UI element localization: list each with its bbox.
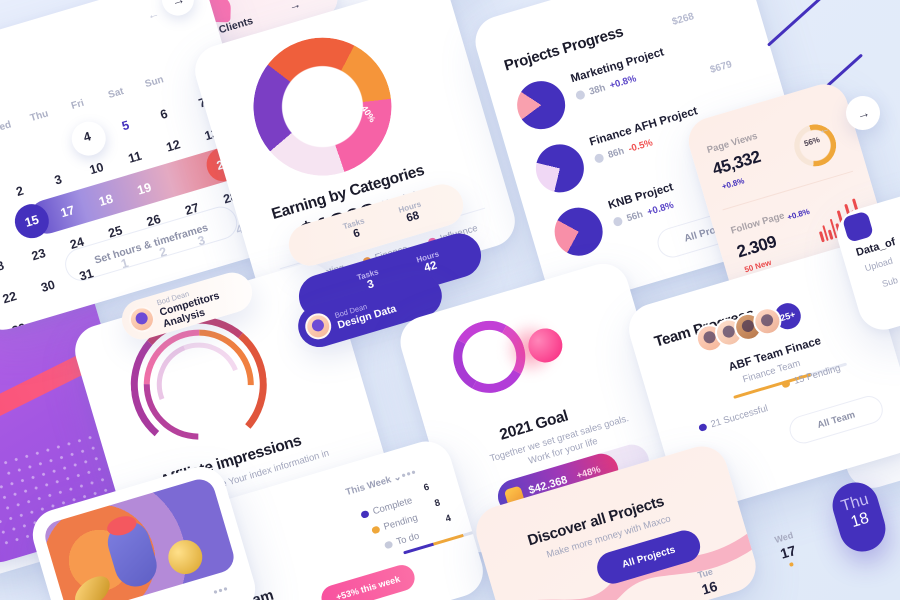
this-week-label: This Week: [344, 474, 393, 499]
legend-dot-icon: [360, 509, 370, 520]
clock-icon: [612, 216, 624, 228]
legend-label: 21 Successful: [709, 402, 770, 431]
legend-label: Pending: [382, 512, 420, 533]
follow-page-value: 2.309: [734, 231, 779, 262]
discover-projects-card: Discover all Projects Make more money wi…: [470, 440, 762, 600]
more-options-icon[interactable]: •••: [211, 581, 231, 600]
this-week-dropdown[interactable]: This Week ⌄: [345, 471, 403, 498]
tasks-stat: Tasks 6: [342, 216, 369, 242]
day-date: 17: [778, 542, 798, 562]
project-hours: 38h: [587, 82, 607, 98]
hours-stat: Hours 68: [398, 200, 426, 227]
all-team-button[interactable]: All Team: [786, 392, 887, 447]
thumb-shape: [164, 535, 207, 579]
project-pie-chart: [548, 201, 609, 262]
event-dot: [789, 561, 795, 567]
decorative-wave: [483, 523, 762, 600]
day-cell-thu-selected[interactable]: Thu 18: [827, 476, 891, 558]
thumb-shape: [69, 570, 116, 600]
legend-item-successful: 21 Successful: [697, 403, 769, 434]
project-hours: 56h: [625, 209, 645, 225]
hours-stat: Hours 42: [415, 249, 443, 276]
legend-dot-icon: [697, 422, 708, 433]
weekly-change-badge: +53% this week: [318, 561, 418, 600]
legend-value: 8: [433, 497, 442, 510]
project-pie-chart: [530, 138, 590, 199]
avatar: [302, 310, 335, 343]
clock-icon: [574, 89, 586, 101]
legend-dot-icon: [370, 525, 381, 535]
page-views-delta: +0.8%: [720, 176, 746, 192]
calendar-prev-icon[interactable]: ←: [145, 5, 161, 23]
assignee-info: Bod Dean Design Data: [333, 294, 397, 331]
folder-icon: [841, 210, 875, 243]
legend-value: 6: [422, 481, 431, 494]
project-hours: 86h: [606, 145, 626, 161]
data-card-line2: Sub: [880, 274, 900, 290]
earning-donut-chart: [236, 20, 409, 193]
follow-page-delta: +0.8%: [786, 206, 811, 223]
clock-icon: [593, 152, 605, 164]
avatar: [125, 303, 159, 336]
follow-page-label: Follow Page: [729, 210, 786, 237]
data-card-line1: Upload: [863, 255, 894, 274]
sparkline-segment: [766, 0, 833, 47]
project-delta: +0.8%: [608, 73, 638, 92]
legend-dot-icon: [781, 379, 791, 389]
arrow-right-icon[interactable]: →: [286, 0, 303, 14]
legend-label: To do: [395, 530, 421, 548]
legend-value: 4: [444, 512, 453, 525]
project-pie-chart: [511, 75, 571, 135]
project-delta: +0.8%: [645, 199, 676, 219]
legend-dot-icon: [383, 540, 394, 550]
project-delta: -0.5%: [627, 137, 655, 155]
day-cell-wed[interactable]: Wed 17: [773, 530, 801, 569]
calendar-next-button[interactable]: →: [158, 0, 198, 20]
more-options-icon[interactable]: •••: [399, 464, 419, 483]
